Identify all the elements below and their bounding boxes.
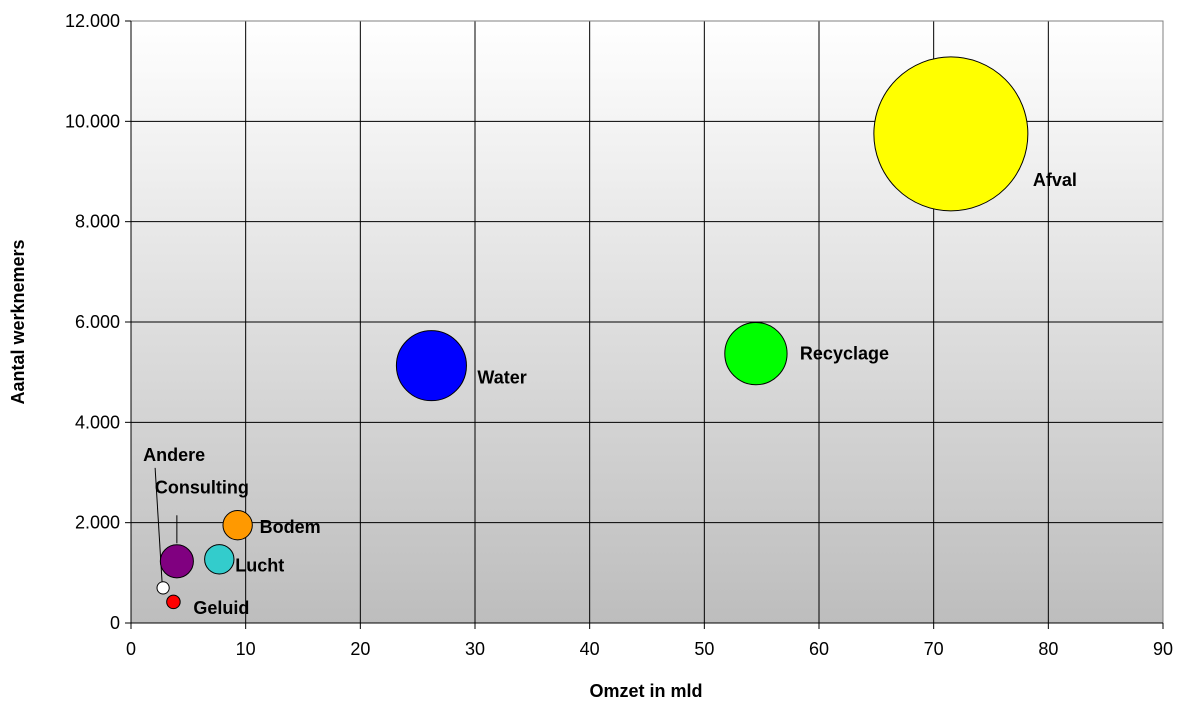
bubble-label: Water [477, 368, 526, 388]
x-tick-label: 60 [809, 639, 829, 659]
bubble-label: Andere [143, 445, 205, 465]
x-tick-label: 80 [1038, 639, 1058, 659]
x-tick-label: 30 [465, 639, 485, 659]
bubble-label: Bodem [260, 517, 321, 537]
bubble-labels: Afval Recyclage Water Bodem Lucht Consulting A… [143, 170, 1077, 618]
bubble-label: Afval [1033, 170, 1077, 190]
bubble-point [724, 321, 788, 386]
y-tick-label: 12.000 [65, 11, 120, 31]
x-tick-label: 50 [694, 639, 714, 659]
x-tick-label: 20 [350, 639, 370, 659]
bubble-point [873, 56, 1029, 212]
y-tick-label: 10.000 [65, 111, 120, 131]
bubble-point [204, 544, 235, 575]
bubble-label: Lucht [235, 555, 284, 575]
bubble-point [395, 330, 467, 402]
y-tick-label: 2.000 [75, 513, 120, 533]
bubble-point [159, 544, 194, 579]
axes [125, 20, 1164, 629]
bubble-label: Consulting [155, 477, 249, 497]
bubble-point [222, 509, 253, 541]
bubble-point [166, 594, 181, 610]
y-tick-label: 0 [110, 613, 120, 633]
x-tick-label: 0 [126, 639, 136, 659]
x-tick-label: 40 [580, 639, 600, 659]
bubbles [156, 56, 1029, 610]
x-tick-label: 90 [1153, 639, 1173, 659]
y-axis-title: Aantal werknemers [8, 239, 28, 404]
x-tick-label: 10 [236, 639, 256, 659]
tick-labels: 0 10 20 30 40 50 60 70 80 90 0 2.000 4.000 6.000 8.000… [65, 11, 1173, 659]
y-tick-label: 8.000 [75, 212, 120, 232]
y-tick-label: 4.000 [75, 412, 120, 432]
bubble-label: Geluid [193, 598, 249, 618]
x-tick-label: 70 [924, 639, 944, 659]
bubble-point [156, 581, 170, 595]
x-axis-title: Omzet in mld [589, 681, 702, 701]
y-tick-label: 6.000 [75, 312, 120, 332]
bubble-label: Recyclage [800, 344, 889, 364]
